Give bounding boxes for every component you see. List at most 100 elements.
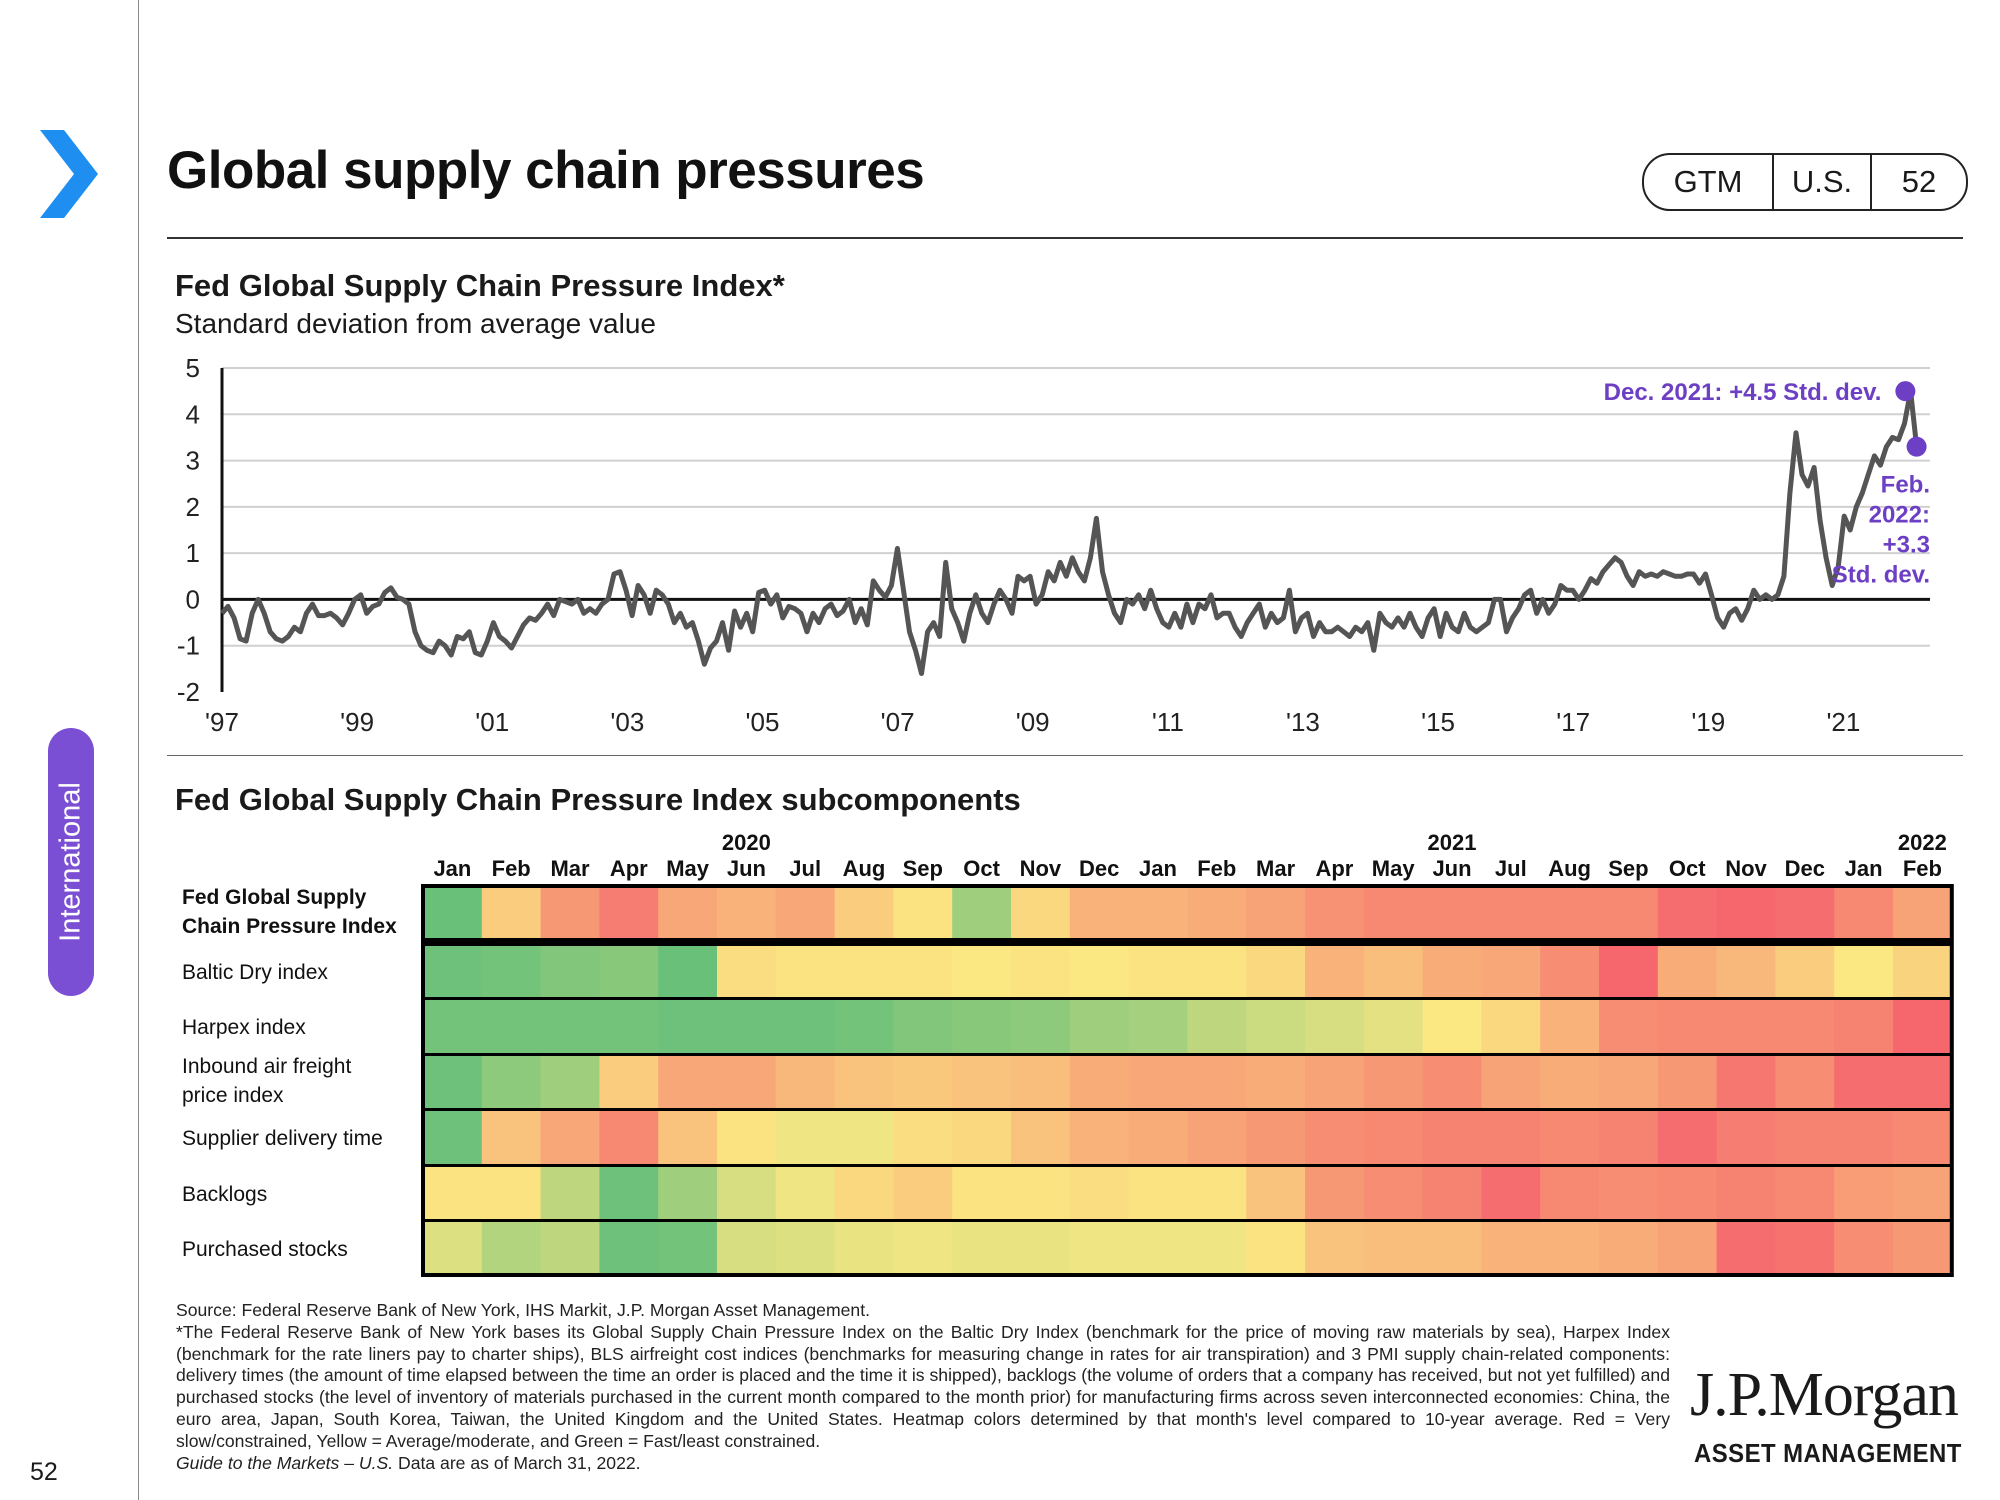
heatmap-cell <box>834 944 894 998</box>
y-tick-label: 0 <box>186 584 200 614</box>
heatmap-title: Fed Global Supply Chain Pressure Index s… <box>175 782 1021 817</box>
heatmap-cell <box>1893 1110 1953 1164</box>
heatmap-cell <box>1657 1110 1718 1164</box>
heatmap-month-label: Sep <box>1608 856 1648 881</box>
heatmap-cell <box>1893 1166 1953 1220</box>
heatmap-cell <box>1481 1110 1541 1164</box>
heatmap-cell <box>1305 1110 1365 1164</box>
heatmap-cell <box>1834 1055 1894 1109</box>
heatmap-cell <box>1775 944 1835 998</box>
heatmap-cell <box>1305 1221 1365 1275</box>
heatmap-cell <box>423 886 483 940</box>
heatmap-cell <box>540 999 600 1053</box>
heatmap-month-label: Oct <box>963 856 1000 881</box>
y-tick-label: 1 <box>186 538 200 568</box>
heatmap-cell <box>952 944 1012 998</box>
heatmap-cell <box>1363 1055 1424 1109</box>
heatmap-cell <box>1069 1110 1130 1164</box>
heatmap-cell <box>1775 1221 1835 1275</box>
heatmap-cell <box>658 1166 718 1220</box>
heatmap-month-label: Aug <box>843 856 886 881</box>
guide-note: Guide to the Markets – U.S. Data are as … <box>176 1453 1670 1475</box>
heatmap-cell <box>893 999 953 1053</box>
x-tick-label: '13 <box>1286 707 1320 737</box>
section-tab-international[interactable]: International <box>48 728 94 996</box>
heatmap-cell <box>1246 886 1306 940</box>
heatmap-cell <box>1716 999 1776 1053</box>
heatmap-cell <box>1599 1166 1659 1220</box>
heatmap-cell <box>834 1110 894 1164</box>
heatmap-cell <box>1834 1110 1894 1164</box>
heatmap-cell <box>775 886 836 940</box>
index-series-line <box>220 388 1920 676</box>
heatmap-cell <box>775 1166 836 1220</box>
x-tick-label: '03 <box>610 707 644 737</box>
heatmap-cell <box>1305 999 1365 1053</box>
sidebar-divider <box>138 0 139 1500</box>
heatmap-cell <box>1893 886 1953 940</box>
heatmap-cell <box>658 999 718 1053</box>
heatmap-month-label: Jan <box>1845 856 1883 881</box>
heatmap-cell <box>1422 1110 1482 1164</box>
heatmap-cell <box>423 1110 483 1164</box>
heatmap-month-label: Apr <box>610 856 648 881</box>
heatmap-cell <box>1481 1221 1541 1275</box>
heatmap-cell <box>1128 1166 1188 1220</box>
heatmap-cell <box>423 999 483 1053</box>
heatmap-month-label: Jul <box>789 856 821 881</box>
x-tick-label: '01 <box>475 707 509 737</box>
feb-2022-point <box>1906 436 1927 457</box>
feb-2022-annotation-line: 2022: <box>1869 502 1930 529</box>
heatmap-cell <box>540 944 600 998</box>
heatmap-month-label: Jun <box>727 856 766 881</box>
heatmap-cell <box>658 944 718 998</box>
heatmap-cell <box>1834 886 1894 940</box>
heatmap-cell <box>1481 999 1541 1053</box>
heatmap-cell <box>1834 1166 1894 1220</box>
heatmap-month-label: Feb <box>1197 856 1236 881</box>
heatmap-cell <box>1011 1221 1071 1275</box>
heatmap-cell <box>658 886 718 940</box>
heatmap-cell <box>952 1221 1012 1275</box>
heatmap-cell <box>717 1055 777 1109</box>
heatmap-month-label: Nov <box>1725 856 1767 881</box>
feb-2022-annotation-line: +3.3 <box>1883 532 1930 559</box>
heatmap-cell <box>481 1110 542 1164</box>
heatmap-cell <box>599 886 659 940</box>
heatmap-cell <box>1011 999 1071 1053</box>
heatmap-cell <box>1246 1221 1306 1275</box>
heatmap-cell <box>1657 999 1718 1053</box>
heatmap-cell <box>1540 1221 1600 1275</box>
heatmap-cell <box>893 1055 953 1109</box>
heatmap-row-label: Harpex index <box>182 1016 306 1039</box>
heatmap-cell <box>1893 1055 1953 1109</box>
heatmap-cell <box>1363 999 1424 1053</box>
heatmap-year-label: 2021 <box>1428 830 1477 855</box>
heatmap-cell <box>1187 886 1247 940</box>
data-asof: Data are as of March 31, 2022. <box>393 1452 641 1473</box>
heatmap-cell <box>1363 886 1424 940</box>
heatmap-cell <box>952 886 1012 940</box>
heatmap-month-label: May <box>1372 856 1416 881</box>
heatmap-cell <box>1422 1221 1482 1275</box>
y-tick-label: 2 <box>186 492 200 522</box>
subcomponents-heatmap: 2020 2021 2022 Jan Feb Mar Apr May Jun Jul Aug Sep O… <box>182 830 1954 1277</box>
y-tick-label: -2 <box>177 677 200 707</box>
heatmap-cell <box>540 886 600 940</box>
heatmap-cell <box>1716 944 1776 998</box>
heatmap-cell <box>1540 944 1600 998</box>
heatmap-row-label: Backlogs <box>182 1183 267 1206</box>
heatmap-cell <box>775 999 836 1053</box>
heatmap-cell <box>834 1221 894 1275</box>
heatmap-cell <box>1540 886 1600 940</box>
x-tick-label: '99 <box>340 707 374 737</box>
x-tick-label: '09 <box>1016 707 1050 737</box>
heatmap-cell <box>1011 1166 1071 1220</box>
gtm-badge: GTM U.S. 52 <box>1642 153 1968 211</box>
x-tick-label: '19 <box>1691 707 1725 737</box>
page-title: Global supply chain pressures <box>167 141 925 200</box>
jpmorgan-logo: J.P.Morgan <box>1690 1361 1959 1429</box>
heatmap-cell <box>1305 1055 1365 1109</box>
heatmap-cell <box>1187 999 1247 1053</box>
page-number: 52 <box>30 1458 58 1486</box>
